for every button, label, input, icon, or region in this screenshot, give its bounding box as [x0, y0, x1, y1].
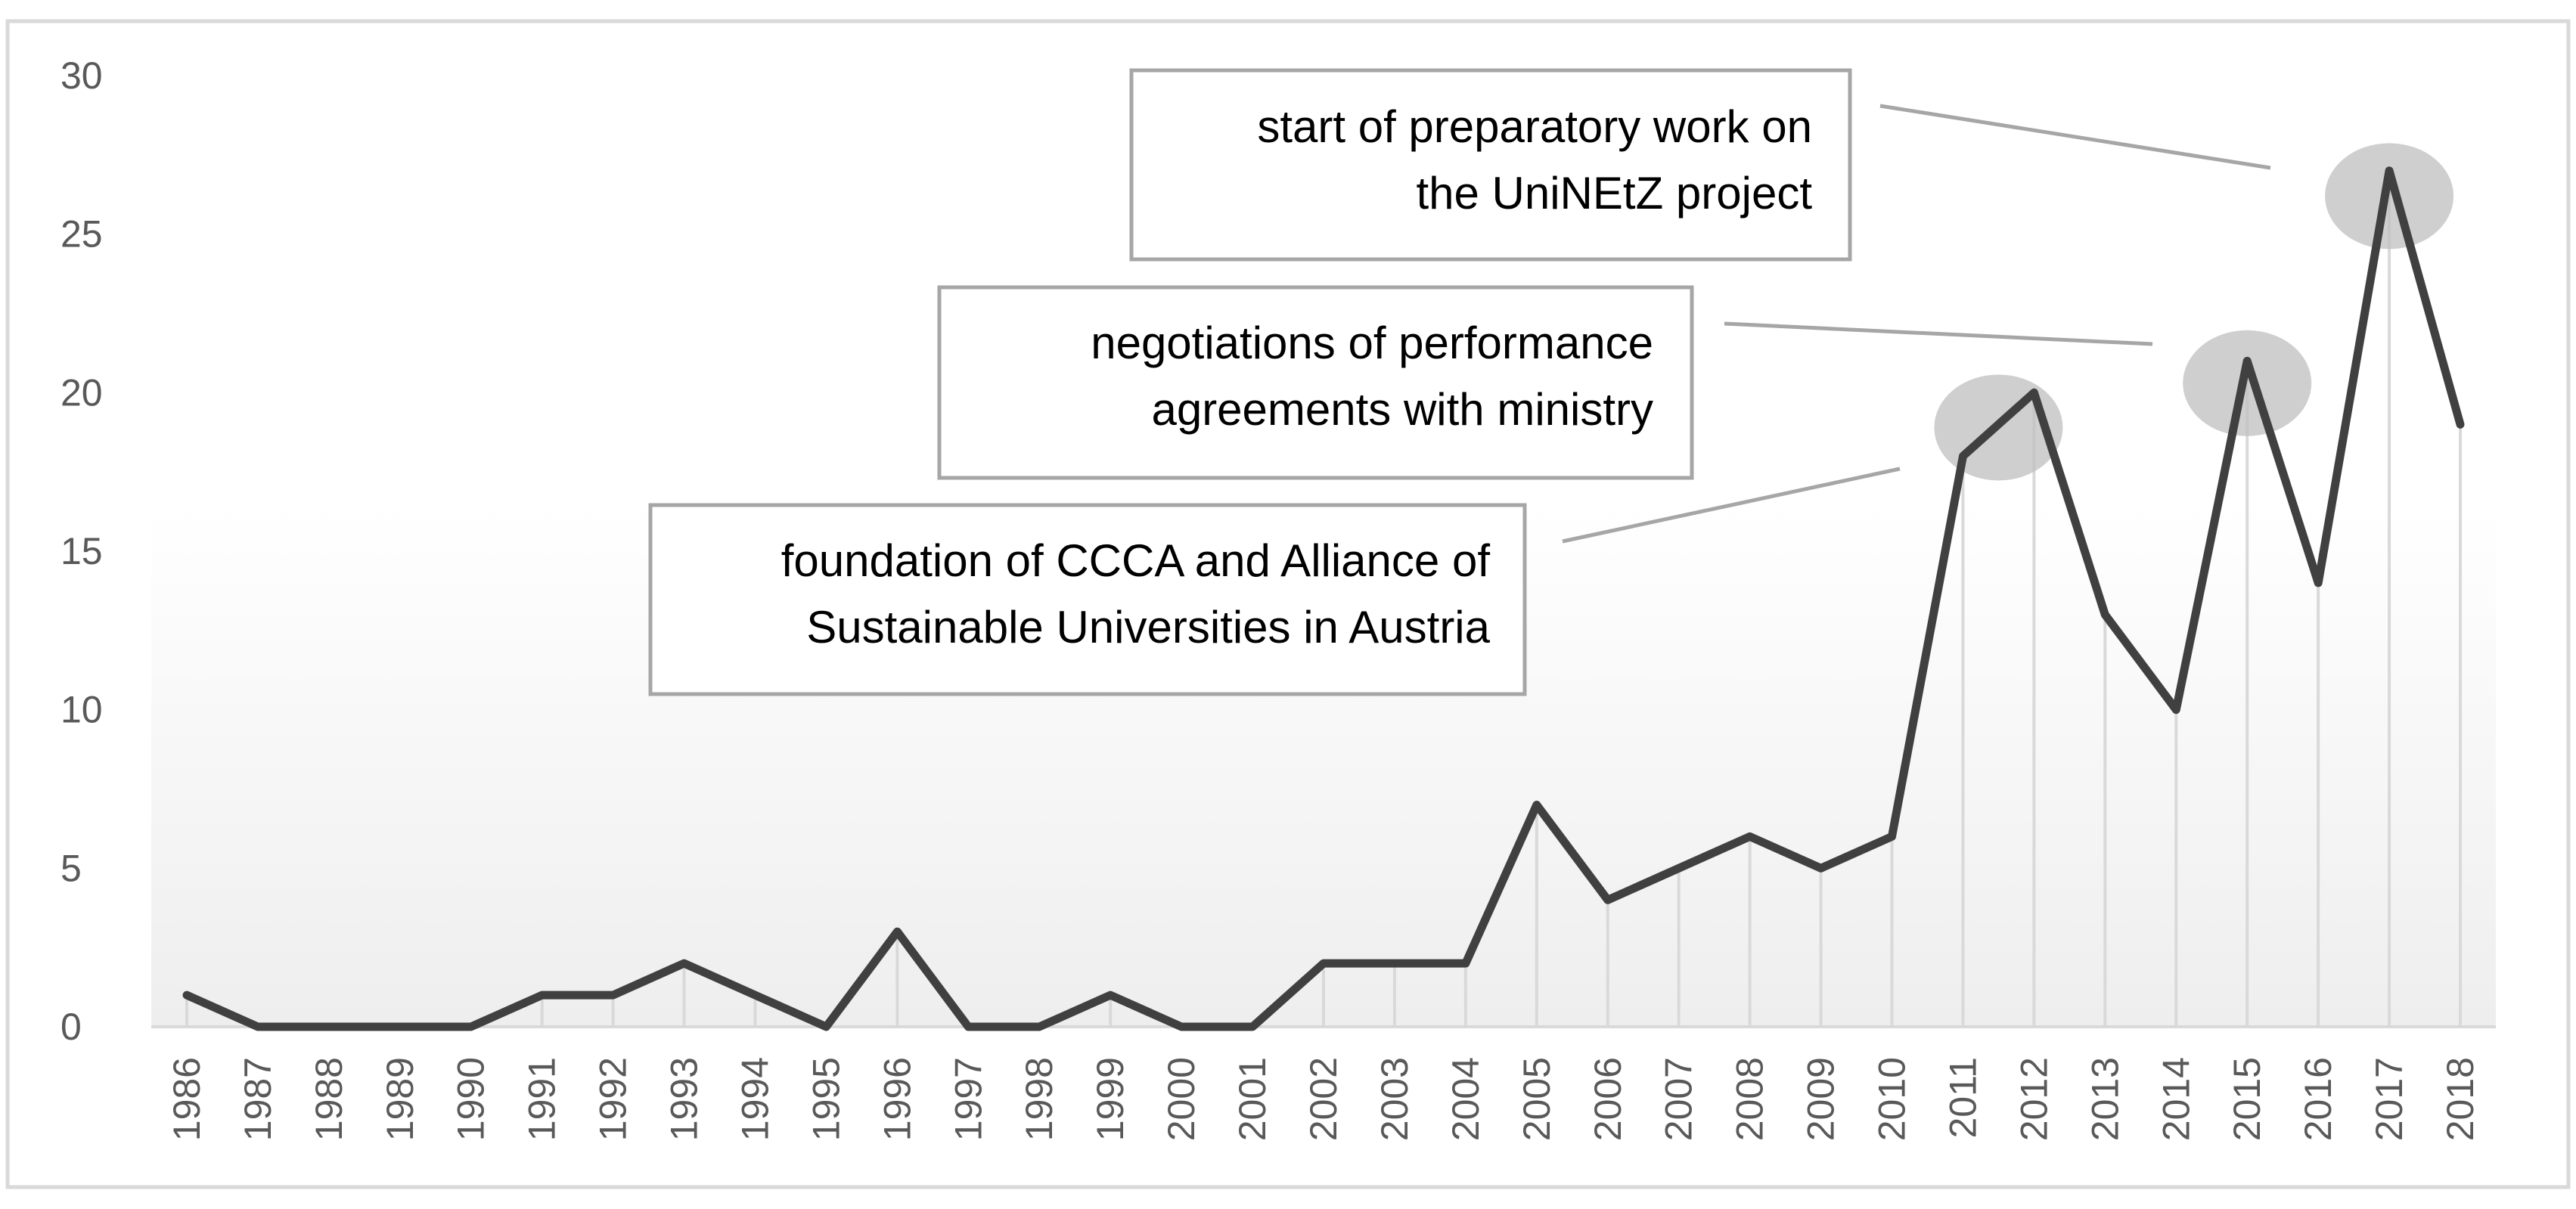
x-tick-label: 2011	[1941, 1057, 1984, 1139]
y-tick-label: 20	[61, 371, 103, 414]
highlight-ellipse-2	[2183, 330, 2312, 436]
x-tick-label: 2001	[1231, 1057, 1274, 1141]
y-tick-label: 25	[61, 213, 103, 256]
x-tick-label: 2010	[1871, 1057, 1913, 1141]
x-tick-label: 2004	[1445, 1057, 1487, 1141]
x-tick-label: 2012	[2013, 1057, 2055, 1141]
x-tick-label: 2002	[1302, 1057, 1345, 1141]
x-tick-label: 2000	[1160, 1057, 1203, 1141]
x-tick-label: 1988	[308, 1057, 350, 1141]
y-axis-ticks: 0 5 10 15 20 25 30	[61, 54, 103, 1048]
annotation-text-2-line-2: agreements with ministry	[1151, 384, 1653, 435]
x-tick-label: 2007	[1658, 1057, 1700, 1141]
leader-line-3	[1562, 467, 1901, 544]
x-tick-label: 1987	[237, 1057, 279, 1141]
x-tick-label: 1986	[166, 1057, 208, 1141]
x-tick-label: 1996	[876, 1057, 918, 1141]
annotation-box-3	[648, 503, 1527, 696]
y-tick-label: 5	[61, 847, 82, 889]
annotation-text-3-line-2: Sustainable Universities in Austria	[806, 602, 1490, 653]
x-tick-label: 1999	[1089, 1057, 1131, 1141]
x-tick-label: 2013	[2084, 1057, 2126, 1141]
x-tick-label: 2005	[1516, 1057, 1558, 1141]
x-tick-label: 1991	[521, 1057, 563, 1141]
x-tick-label: 1994	[734, 1057, 776, 1141]
y-tick-label: 10	[61, 689, 103, 731]
leader-line-1	[1879, 104, 2271, 170]
highlight-ellipse-1	[2325, 143, 2454, 250]
annotation-leader-lines	[1562, 104, 2271, 544]
x-tick-label: 1992	[592, 1057, 635, 1141]
x-tick-label: 2009	[1800, 1057, 1842, 1141]
x-tick-label: 1989	[379, 1057, 421, 1141]
drop-lines	[185, 170, 2463, 1027]
x-tick-label: 2016	[2297, 1057, 2339, 1141]
x-tick-label: 2014	[2155, 1057, 2197, 1141]
y-tick-label: 30	[61, 54, 103, 97]
x-tick-label: 1998	[1018, 1057, 1060, 1141]
x-tick-label: 1990	[450, 1057, 492, 1141]
x-tick-label: 2015	[2226, 1057, 2268, 1141]
x-tick-label: 2003	[1373, 1057, 1416, 1141]
x-tick-label: 1995	[805, 1057, 847, 1141]
series-line	[182, 166, 2465, 1031]
annotation-box-1	[1129, 68, 1852, 262]
y-tick-label: 15	[61, 530, 103, 572]
x-tick-label: 2018	[2439, 1057, 2481, 1141]
x-tick-label: 1997	[947, 1057, 989, 1141]
y-tick-label: 0	[61, 1006, 82, 1048]
annotation-text-3-line-1: foundation of CCCA and Alliance of	[781, 535, 1491, 586]
x-tick-label: 2017	[2368, 1057, 2410, 1141]
x-tick-label: 2006	[1587, 1057, 1629, 1141]
leader-line-2	[1724, 321, 2153, 346]
x-axis-ticks: 1986 1987 1988 1989 1990 1991 1992 1993 1994 1995…	[166, 1057, 2481, 1141]
x-tick-label: 1993	[663, 1057, 706, 1141]
annotations: start of preparatory work on the UniNEtZ …	[648, 68, 1852, 696]
x-tick-label: 2008	[1729, 1057, 1771, 1141]
annotation-text-2-line-1: negotiations of performance	[1091, 318, 1653, 368]
annotation-text-1-line-2: the UniNEtZ project	[1416, 168, 1812, 219]
annotation-text-1-line-1: start of preparatory work on	[1257, 101, 1812, 152]
annotation-box-2	[937, 285, 1694, 480]
